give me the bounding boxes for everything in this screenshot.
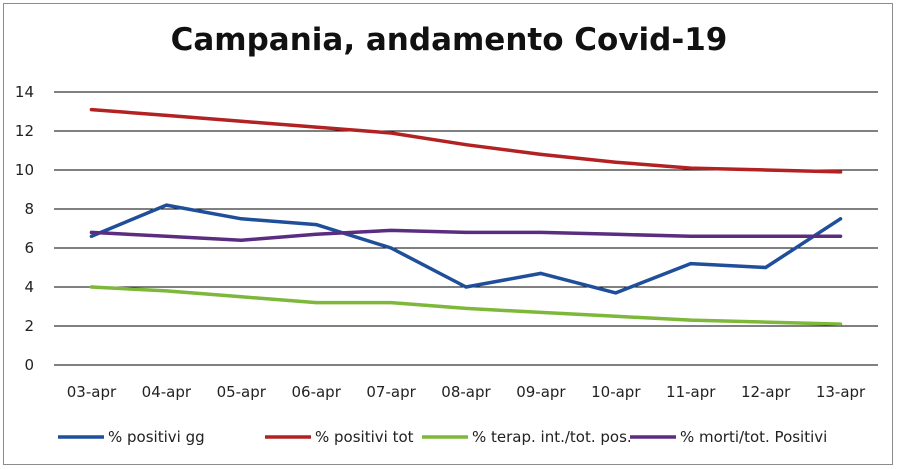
data-point — [614, 232, 618, 236]
grid-lines — [54, 91, 878, 366]
data-point — [389, 246, 393, 250]
series-line — [89, 285, 843, 326]
x-tick-label: 09-apr — [516, 383, 566, 401]
data-point — [764, 320, 768, 324]
x-tick-label: 05-apr — [217, 383, 267, 401]
data-point — [539, 230, 543, 234]
data-point — [464, 306, 468, 311]
data-point — [764, 265, 768, 270]
x-tick-label: 10-apr — [591, 383, 641, 401]
data-point — [689, 234, 693, 238]
x-tick-label: 06-apr — [291, 383, 341, 401]
data-point — [239, 295, 243, 299]
data-point — [164, 289, 168, 293]
series-line — [89, 107, 843, 174]
data-point — [89, 230, 94, 234]
data-point — [614, 291, 618, 295]
data-point — [314, 223, 318, 227]
x-tick-label: 13-apr — [816, 383, 866, 401]
data-point — [838, 170, 843, 174]
y-tick-label: 12 — [15, 122, 34, 140]
data-point — [539, 152, 543, 156]
data-point — [389, 228, 393, 233]
x-tick-label: 04-apr — [142, 383, 192, 401]
data-point — [89, 234, 94, 238]
data-point — [764, 234, 768, 238]
x-tick-label: 12-apr — [741, 383, 791, 401]
y-tick-label: 4 — [24, 278, 34, 296]
legend-label: % positivi gg — [108, 428, 205, 446]
legend: % positivi gg % positivi tot % terap. int.… — [58, 428, 827, 446]
data-point — [89, 107, 94, 112]
data-point — [464, 143, 468, 147]
data-point — [239, 238, 243, 242]
data-point — [314, 232, 318, 236]
series-lines — [89, 107, 843, 326]
y-tick-label: 6 — [24, 239, 34, 257]
y-axis-ticks: 0 2 4 6 8 10 12 14 — [15, 83, 34, 374]
data-point — [314, 301, 318, 305]
x-axis-ticks: 03-apr 04-apr 05-apr 06-apr 07-apr 08-apr 09-a… — [67, 383, 866, 401]
y-tick-label: 8 — [24, 200, 34, 218]
data-point — [89, 285, 94, 289]
data-point — [239, 217, 243, 221]
data-point — [539, 310, 543, 314]
data-point — [239, 119, 243, 123]
data-point — [764, 168, 768, 172]
x-tick-label: 03-apr — [67, 383, 117, 401]
data-point — [689, 262, 693, 266]
data-point — [689, 318, 693, 322]
data-point — [838, 322, 843, 326]
y-tick-label: 10 — [15, 161, 34, 179]
data-point — [164, 113, 168, 117]
data-point — [389, 301, 393, 305]
legend-label: % positivi tot — [315, 428, 414, 446]
data-point — [314, 125, 318, 129]
y-tick-label: 14 — [15, 83, 34, 101]
data-point — [389, 131, 393, 135]
chart-title: Campania, andamento Covid-19 — [170, 22, 728, 58]
x-tick-label: 08-apr — [441, 383, 491, 401]
data-point — [689, 166, 693, 170]
x-tick-label: 07-apr — [366, 383, 416, 401]
data-point — [464, 285, 468, 289]
series-line — [89, 203, 843, 295]
data-point — [164, 234, 168, 238]
y-tick-label: 2 — [24, 317, 34, 335]
legend-label: % terap. int./tot. pos. — [472, 428, 632, 446]
data-point — [539, 271, 543, 275]
data-point — [614, 314, 618, 318]
data-point — [614, 160, 618, 164]
data-point — [838, 217, 843, 221]
data-point — [838, 234, 843, 238]
data-point — [164, 203, 168, 207]
y-tick-label: 0 — [24, 356, 34, 374]
x-tick-label: 11-apr — [666, 383, 716, 401]
legend-label: % morti/tot. Positivi — [680, 428, 827, 446]
data-point — [464, 230, 468, 234]
